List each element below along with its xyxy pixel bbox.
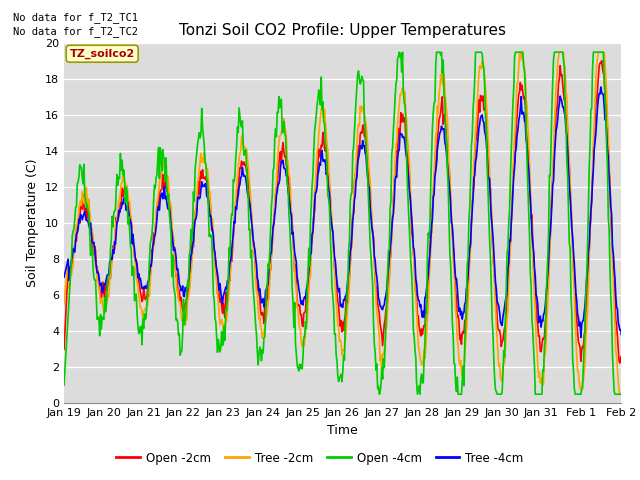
- Text: No data for f_T2_TC1: No data for f_T2_TC1: [13, 12, 138, 23]
- Y-axis label: Soil Temperature (C): Soil Temperature (C): [26, 159, 40, 288]
- Text: TZ_soilco2: TZ_soilco2: [70, 48, 135, 59]
- Text: No data for f_T2_TC2: No data for f_T2_TC2: [13, 26, 138, 37]
- Title: Tonzi Soil CO2 Profile: Upper Temperatures: Tonzi Soil CO2 Profile: Upper Temperatur…: [179, 23, 506, 38]
- Legend: Open -2cm, Tree -2cm, Open -4cm, Tree -4cm: Open -2cm, Tree -2cm, Open -4cm, Tree -4…: [112, 447, 528, 469]
- X-axis label: Time: Time: [327, 424, 358, 437]
